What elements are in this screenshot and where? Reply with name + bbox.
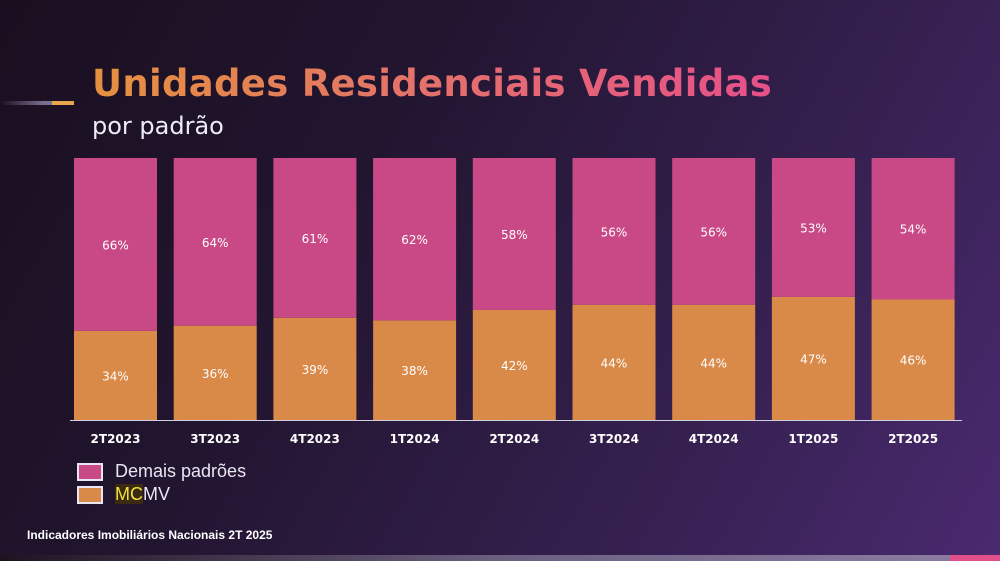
data-label: 56%: [601, 225, 628, 239]
data-label: 38%: [401, 364, 428, 378]
x-tick-label: 3T2024: [589, 432, 639, 446]
bar-demais: [672, 158, 756, 305]
bar-mcmv: [672, 304, 756, 420]
bar-mcmv: [273, 317, 357, 420]
bar-demais: [373, 158, 457, 321]
bar-mcmv: [373, 320, 457, 420]
legend-swatch-demais: [77, 462, 103, 481]
data-label: 66%: [102, 238, 129, 252]
data-label: 54%: [900, 223, 927, 237]
legend: Demais padrões MCMV: [77, 460, 246, 506]
bar-demais: [771, 158, 855, 297]
page-subtitle: por padrão: [92, 112, 224, 140]
bar-demais: [74, 158, 157, 331]
bar-mcmv: [572, 304, 656, 420]
data-label: 42%: [501, 359, 528, 373]
bar-mcmv: [173, 325, 257, 420]
x-tick-label: 4T2024: [689, 432, 739, 446]
data-label: 58%: [501, 228, 528, 242]
data-label: 61%: [302, 232, 329, 246]
data-label: 62%: [401, 233, 428, 247]
data-label: 34%: [102, 369, 129, 383]
x-tick-label: 2T2023: [91, 432, 141, 446]
x-tick-label: 1T2024: [390, 432, 440, 446]
bar-demais: [273, 158, 357, 318]
x-tick-label: 1T2025: [788, 432, 838, 446]
footer-source: Indicadores Imobiliários Nacionais 2T 20…: [27, 528, 273, 542]
bottom-bar: [0, 555, 1000, 561]
bar-mcmv: [771, 296, 855, 420]
bar-mcmv: [472, 309, 556, 420]
x-tick-label: 2T2024: [489, 432, 539, 446]
bar-demais: [173, 158, 257, 326]
bar-mcmv: [74, 330, 157, 420]
accent-line: [0, 101, 74, 105]
legend-label-demais: Demais padrões: [115, 461, 247, 481]
page-title: Unidades Residenciais Vendidas: [92, 62, 773, 105]
bar-mcmv: [871, 299, 955, 420]
bar-demais: [871, 158, 955, 300]
legend-item-mcmv: MCMV: [77, 483, 246, 506]
data-label: 46%: [900, 354, 927, 368]
data-label: 53%: [800, 221, 827, 235]
data-label: 44%: [700, 356, 727, 370]
data-label: 44%: [601, 356, 628, 370]
data-label: 56%: [700, 225, 727, 239]
bar-demais: [572, 158, 656, 305]
legend-label-mcmv: MCMV: [115, 484, 170, 504]
x-tick-label: 4T2023: [290, 432, 340, 446]
x-tick-label: 2T2025: [888, 432, 938, 446]
data-label: 39%: [302, 363, 329, 377]
data-label: 47%: [800, 352, 827, 366]
bar-demais: [472, 158, 556, 310]
data-label: 36%: [202, 367, 229, 381]
x-tick-label: 3T2023: [190, 432, 240, 446]
legend-item-demais: Demais padrões: [77, 460, 246, 483]
legend-swatch-mcmv: [77, 485, 103, 504]
data-label: 64%: [202, 236, 229, 250]
